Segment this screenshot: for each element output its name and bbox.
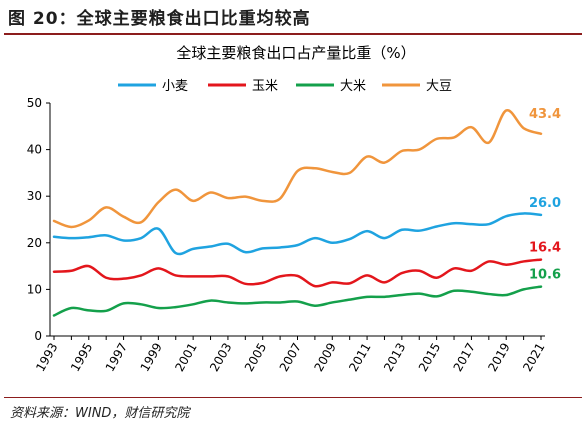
legend-item: 小麦: [118, 79, 188, 94]
series-line-大豆: [52, 109, 543, 229]
legend-label: 小麦: [162, 79, 188, 94]
title-rule: [4, 33, 582, 35]
legend-label: 大米: [340, 79, 366, 94]
x-tick-label: 2013: [381, 341, 408, 374]
end-value-label: 43.4: [529, 107, 561, 122]
x-tick-label: 2015: [416, 341, 443, 374]
end-value-label: 16.4: [529, 241, 561, 256]
y-tick-label: 20: [27, 236, 42, 250]
x-tick-label: 2011: [346, 341, 373, 374]
x-tick-label: 1999: [138, 341, 165, 374]
x-tick-label: 2005: [242, 341, 269, 374]
x-tick-label: 2007: [277, 341, 304, 374]
x-tick-label: 2009: [311, 341, 338, 374]
y-tick-label: 30: [27, 189, 42, 203]
source-rule: [4, 397, 582, 398]
x-tick-label: 2003: [207, 341, 234, 374]
legend-item: 玉米: [208, 79, 278, 94]
end-value-label: 10.6: [529, 268, 561, 283]
x-tick-label: 2001: [172, 341, 199, 374]
legend-item: 大米: [296, 79, 366, 94]
series-line-玉米: [52, 258, 543, 288]
source-note: 资料来源：WIND，财信研究院: [10, 406, 190, 421]
series-line-大米: [52, 285, 543, 317]
x-tick-label: 1993: [33, 341, 60, 374]
y-tick-label: 40: [27, 143, 42, 157]
x-tick-label: 2021: [520, 341, 547, 374]
figure-title: 图 20：全球主要粮食出口比重均较高: [8, 9, 311, 29]
series-line-小麦: [52, 212, 543, 256]
x-tick-label: 2017: [451, 341, 478, 374]
legend-label: 大豆: [426, 79, 452, 94]
legend-label: 玉米: [252, 79, 278, 94]
y-tick-label: 0: [34, 329, 42, 343]
y-tick-label: 50: [27, 96, 42, 110]
x-tick-label: 1995: [68, 341, 95, 374]
chart-title: 全球主要粮食出口占产量比重（%）: [176, 44, 415, 62]
end-labels: 26.0 16.4 10.6 43.4: [529, 107, 561, 283]
legend-item: 大豆: [382, 79, 452, 94]
line-chart: 全球主要粮食出口占产量比重（%） 小麦 玉米 大米 大豆 0 10 20 30 40 50 199…: [27, 44, 561, 374]
y-tick-label: 10: [27, 282, 42, 296]
x-tick-label: 2019: [485, 341, 512, 374]
end-value-label: 26.0: [529, 196, 561, 211]
x-tick-label: 1997: [103, 341, 130, 374]
legend: 小麦 玉米 大米 大豆: [118, 79, 452, 94]
series-group: [52, 109, 543, 317]
